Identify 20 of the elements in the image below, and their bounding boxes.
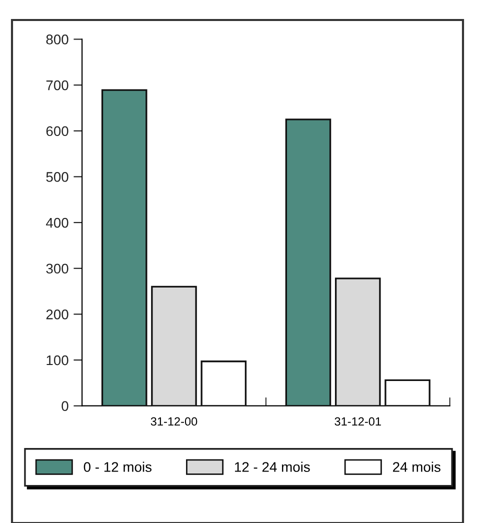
bar	[101, 89, 148, 406]
x-tick-label: 31-12-01	[334, 417, 381, 426]
y-tick-label: 0	[62, 401, 68, 412]
x-tick-label: 31-12-00	[150, 417, 198, 426]
y-tick-label: 800	[46, 34, 68, 44]
y-tick-label: 300	[46, 264, 68, 274]
legend-label: 24 mois	[392, 462, 440, 472]
y-tick-label: 500	[46, 172, 68, 182]
y-tick-label: 100	[46, 355, 68, 366]
y-tick-label: 400	[46, 218, 68, 228]
y-tick-label: 200	[46, 310, 68, 320]
legend-label: 0 - 12 mois	[84, 462, 152, 472]
bar	[334, 278, 381, 406]
bar	[384, 379, 430, 406]
bar	[200, 360, 247, 406]
bar	[285, 118, 332, 406]
y-tick-label: 600	[46, 126, 68, 136]
legend-label: 12 - 24 mois	[234, 462, 310, 472]
bar	[151, 286, 197, 406]
y-tick-label: 700	[46, 80, 68, 90]
